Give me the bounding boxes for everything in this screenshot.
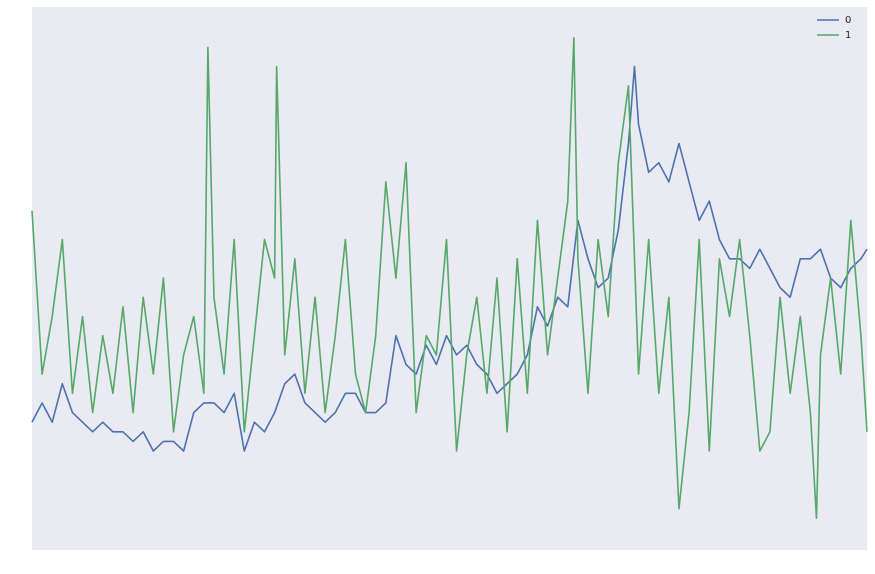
legend-label: 1	[845, 30, 851, 41]
line	[31, 36, 868, 520]
line	[31, 65, 868, 452]
legend-label: 0	[845, 15, 851, 26]
plot-area	[32, 7, 867, 550]
